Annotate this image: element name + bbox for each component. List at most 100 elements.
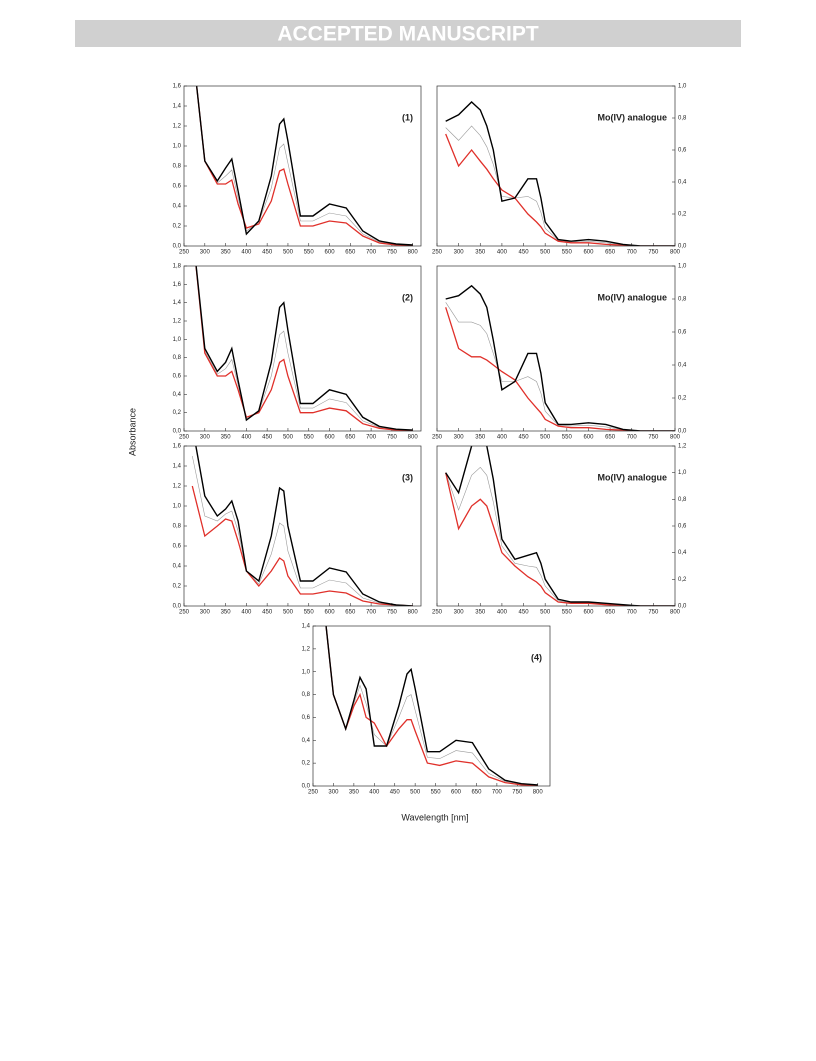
plot-frame: [312, 625, 551, 787]
y-tick-label: 0,4: [678, 363, 687, 369]
x-tick-label: 650: [605, 610, 616, 616]
x-tick-label: 700: [492, 790, 503, 796]
x-tick-label: 300: [200, 435, 211, 441]
x-tick-label: 450: [262, 610, 273, 616]
y-axis-label: Absorbance: [127, 408, 137, 456]
y-tick-label: 1,4: [302, 624, 311, 630]
y-tick-label: 0,6: [678, 148, 687, 154]
x-tick-label: 300: [454, 250, 465, 256]
plot-area: [195, 86, 413, 246]
x-tick-label: 800: [670, 610, 681, 616]
plot-frame: [436, 265, 676, 432]
x-tick-label: 500: [410, 790, 421, 796]
x-tick-label: 350: [221, 250, 232, 256]
x-tick-label: 350: [475, 610, 486, 616]
x-tick-label: 650: [345, 250, 356, 256]
plot-area: [191, 446, 413, 606]
y-tick-label: 0,0: [678, 244, 687, 250]
y-tick-label: 0,0: [173, 429, 182, 435]
x-tick-label: 400: [497, 250, 508, 256]
x-tick-label: 400: [241, 610, 252, 616]
x-tick-label: 450: [519, 435, 530, 441]
spectrum-line: [445, 472, 675, 606]
plot-frame: [183, 265, 422, 432]
x-tick-label: 350: [221, 435, 232, 441]
spectrum-line: [195, 266, 413, 431]
y-tick-label: 0,2: [173, 410, 182, 416]
y-tick-label: 0,6: [173, 544, 182, 550]
spectrum-line: [191, 485, 413, 606]
y-tick-label: 1,2: [173, 484, 182, 490]
y-tick-label: 0,8: [678, 116, 687, 122]
x-tick-label: 750: [648, 250, 659, 256]
x-tick-label: 450: [262, 435, 273, 441]
x-tick-label: 250: [308, 790, 319, 796]
y-tick-label: 1,0: [302, 669, 311, 675]
panel-label: Mo(IV) analogue: [598, 472, 668, 482]
spectrum-line: [325, 626, 538, 786]
x-tick-label: 600: [583, 610, 594, 616]
x-tick-label: 650: [605, 435, 616, 441]
spectrum-line: [445, 101, 675, 246]
plot-frame: [183, 85, 422, 247]
y-tick-label: 0,2: [678, 577, 687, 583]
spectrum-line: [445, 125, 675, 246]
x-tick-label: 550: [562, 435, 573, 441]
y-tick-label: 0,2: [173, 584, 182, 590]
y-tick-label: 0,6: [173, 374, 182, 380]
x-tick-label: 650: [471, 790, 482, 796]
x-tick-label: 700: [627, 435, 638, 441]
spectrum-line: [195, 86, 413, 246]
x-tick-label: 650: [345, 610, 356, 616]
x-tick-label: 550: [562, 610, 573, 616]
x-tick-label: 500: [283, 250, 294, 256]
x-tick-label: 800: [408, 250, 419, 256]
y-tick-label: 0,6: [302, 715, 311, 721]
spectrum-line: [445, 133, 675, 246]
y-tick-label: 1,4: [173, 300, 182, 306]
x-tick-label: 750: [648, 435, 659, 441]
x-tick-label: 400: [497, 435, 508, 441]
x-tick-label: 700: [366, 435, 377, 441]
y-tick-label: 0,0: [173, 604, 182, 610]
y-tick-label: 0,8: [173, 355, 182, 361]
header: ACCEPTED MANUSCRIPT: [277, 23, 539, 46]
spectrum-line: [445, 284, 675, 431]
spectrum-line: [325, 626, 538, 786]
x-tick-label: 400: [497, 610, 508, 616]
spectrum-line: [445, 466, 675, 606]
x-tick-label: 550: [562, 250, 573, 256]
y-tick-label: 0,6: [678, 330, 687, 336]
panel-label: Mo(IV) analogue: [598, 112, 668, 122]
y-tick-label: 0,4: [173, 392, 182, 398]
x-tick-label: 250: [179, 435, 190, 441]
plot-frame: [436, 85, 676, 247]
y-tick-label: 1,2: [678, 444, 687, 450]
plot-area: [325, 626, 538, 786]
x-tick-label: 500: [283, 435, 294, 441]
spectrum-line: [445, 446, 675, 606]
x-tick-label: 450: [390, 790, 401, 796]
y-tick-label: 1,0: [678, 470, 687, 476]
plot-area: [445, 446, 675, 606]
x-tick-label: 600: [325, 610, 336, 616]
plot-area: [445, 284, 675, 431]
x-tick-label: 500: [540, 250, 551, 256]
x-tick-label: 600: [325, 435, 336, 441]
x-tick-label: 350: [475, 250, 486, 256]
x-tick-label: 350: [221, 610, 232, 616]
x-tick-label: 550: [304, 435, 315, 441]
y-tick-label: 1,8: [173, 264, 182, 270]
x-tick-label: 800: [408, 610, 419, 616]
x-tick-label: 600: [451, 790, 462, 796]
x-tick-label: 400: [241, 435, 252, 441]
y-tick-label: 0,8: [173, 164, 182, 170]
spectrum-line: [445, 307, 675, 431]
y-tick-label: 1,6: [173, 282, 182, 288]
x-tick-label: 800: [533, 790, 544, 796]
spectrum-line: [195, 266, 413, 431]
x-tick-label: 250: [179, 610, 190, 616]
y-tick-label: 1,0: [678, 84, 687, 90]
y-tick-label: 0,2: [302, 761, 311, 767]
x-tick-label: 750: [512, 790, 523, 796]
